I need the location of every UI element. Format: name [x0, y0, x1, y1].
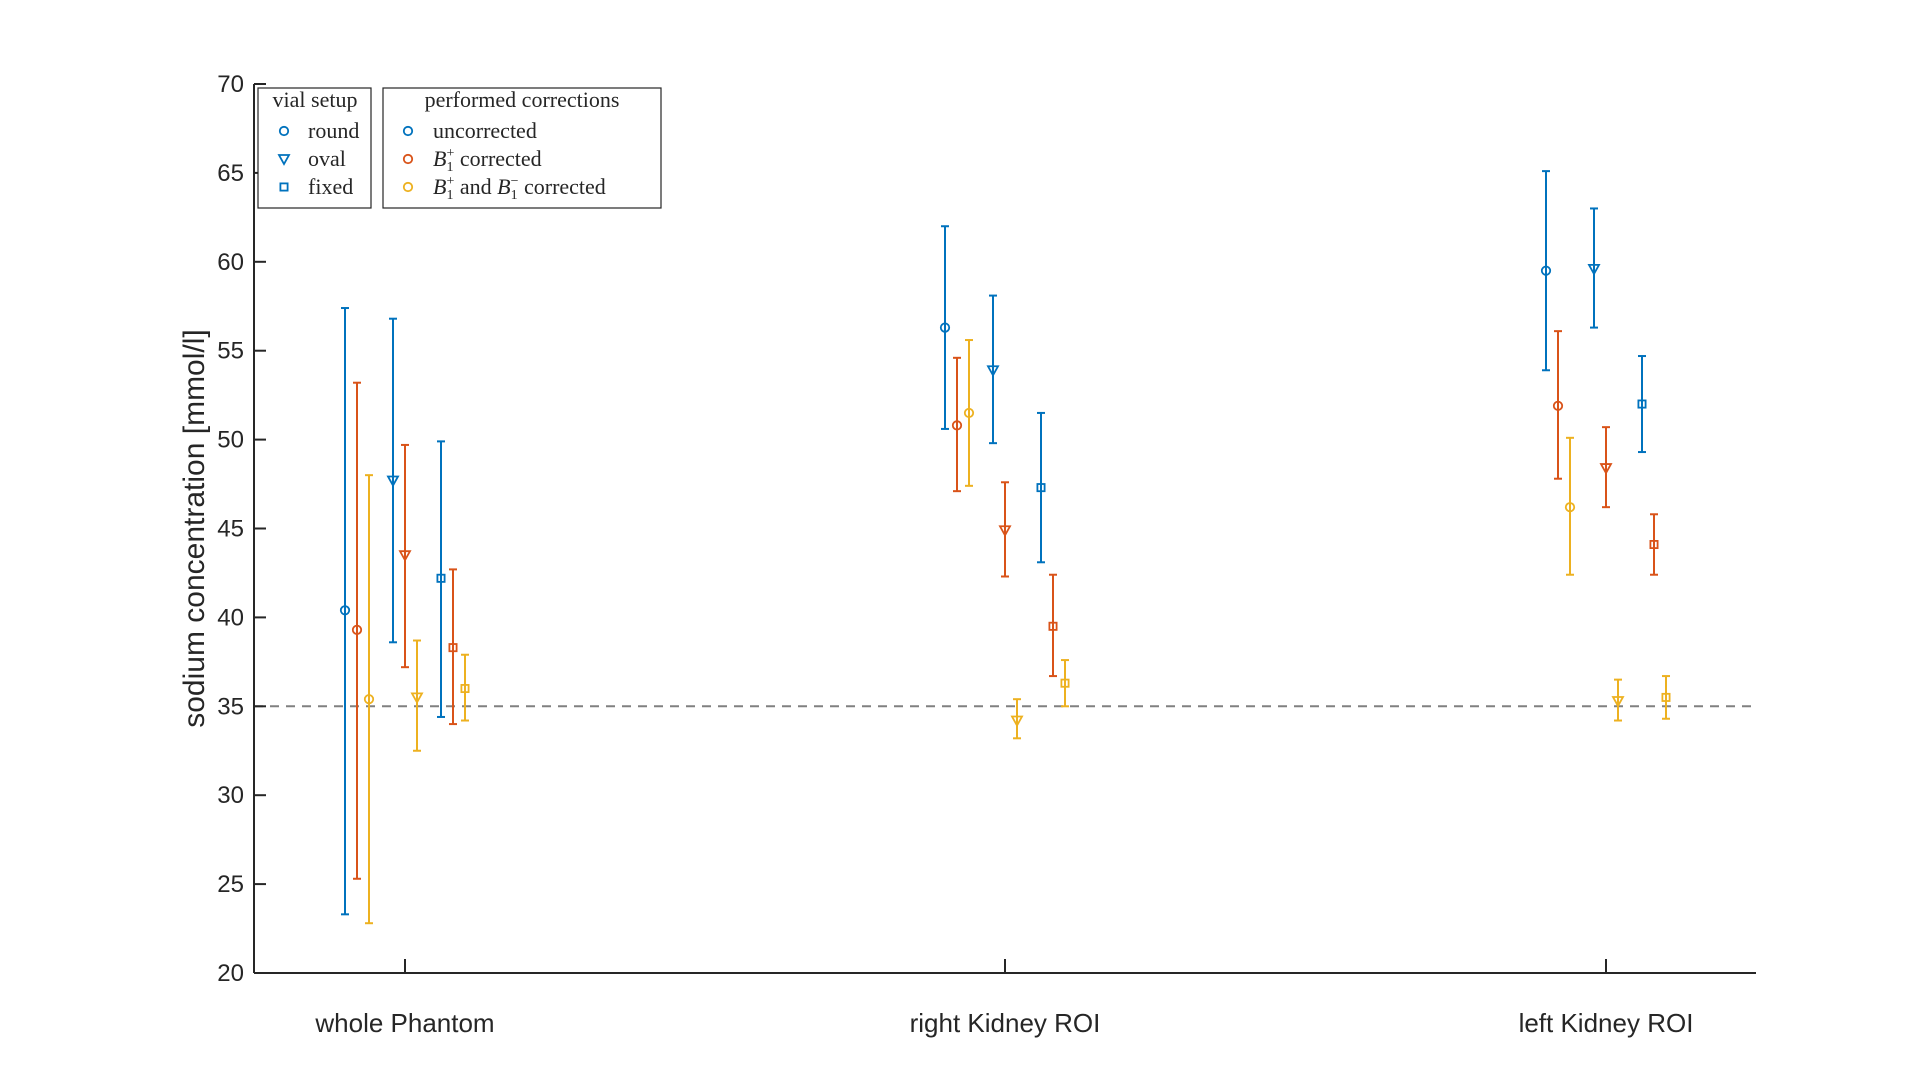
series-round-uncorrected — [339, 170, 1552, 916]
data-point — [951, 420, 963, 431]
series-fixed-b1plusminus — [460, 653, 1671, 722]
data-point — [1010, 715, 1024, 728]
y-tick-label: 70 — [217, 71, 244, 98]
circle-icon — [402, 153, 414, 165]
axis-labels: 20 25 30 35 40 45 50 55 60 65 70 whole Phantom right… — [178, 71, 1693, 1038]
y-tick-label: 65 — [217, 160, 244, 187]
legend-box — [257, 87, 372, 209]
y-tick-label: 60 — [217, 249, 244, 276]
data-point — [1552, 400, 1564, 411]
x-tick-label: left Kidney ROI — [1519, 1008, 1694, 1038]
square-icon — [279, 182, 289, 192]
data-point — [398, 550, 412, 563]
circle-icon — [402, 181, 414, 193]
series-round-b1plus — [351, 330, 1564, 880]
data-point — [1036, 483, 1046, 493]
series-round-b1plusminus — [363, 339, 1576, 925]
legend-entry-label: B1+ corrected — [433, 146, 542, 175]
data-marks — [339, 170, 1671, 925]
y-tick-label: 20 — [217, 960, 244, 987]
data-point — [351, 624, 363, 635]
y-axis-label: sodium concentration [mmol/l] — [178, 329, 211, 728]
circle-icon — [402, 125, 414, 137]
data-point — [448, 643, 458, 653]
data-point — [386, 475, 400, 488]
y-tick-label: 25 — [217, 871, 244, 898]
y-tick-label: 40 — [217, 604, 244, 631]
legend-entry-label: B1+ and B1− corrected — [433, 174, 606, 203]
data-point — [1599, 463, 1613, 475]
data-point — [410, 692, 424, 705]
legend-entry-label: uncorrected — [433, 118, 537, 143]
data-point — [939, 322, 951, 333]
legend-title: vial setup — [273, 87, 358, 112]
series-oval-uncorrected — [386, 207, 1601, 644]
series-fixed-uncorrected — [436, 355, 1647, 718]
y-tick-label: 30 — [217, 782, 244, 809]
y-tick-label: 45 — [217, 516, 244, 543]
legend-entry-label: fixed — [308, 174, 353, 199]
legend-entry-label: oval — [308, 146, 346, 171]
legend-title: performed corrections — [425, 87, 620, 112]
y-tick-label: 35 — [217, 693, 244, 720]
data-point — [363, 694, 375, 705]
series-fixed-b1plus — [448, 513, 1659, 726]
data-point — [1661, 692, 1671, 702]
data-point — [986, 365, 1000, 378]
legend-box — [382, 87, 662, 209]
data-point — [436, 573, 446, 583]
data-point — [1060, 678, 1070, 688]
legend-vial-setup: vial setup round oval fixed — [257, 87, 372, 209]
series-oval-b1plus — [398, 426, 1613, 669]
legend-entry-label: round — [308, 118, 359, 143]
data-point — [1649, 540, 1659, 550]
y-tick-label: 55 — [217, 338, 244, 365]
data-point — [1540, 265, 1552, 276]
circle-icon — [278, 125, 290, 137]
y-tick-label: 50 — [217, 427, 244, 454]
x-tick-label: whole Phantom — [314, 1008, 494, 1038]
axes — [253, 83, 1756, 974]
triangle-icon — [277, 154, 291, 166]
data-point — [1048, 621, 1058, 631]
data-point — [998, 525, 1012, 538]
legends: vial setup round oval fixed performed correc… — [257, 87, 662, 209]
x-tick-label: right Kidney ROI — [910, 1008, 1101, 1038]
series-oval-b1plusminus — [410, 639, 1625, 752]
data-point — [1587, 264, 1601, 276]
data-point — [963, 407, 975, 419]
data-point — [1637, 399, 1647, 409]
legend-corrections: performed corrections uncorrected B1+ corr… — [382, 87, 662, 209]
data-point — [339, 605, 351, 616]
data-point — [1564, 502, 1576, 513]
data-point — [460, 684, 470, 694]
data-point — [1611, 696, 1625, 708]
